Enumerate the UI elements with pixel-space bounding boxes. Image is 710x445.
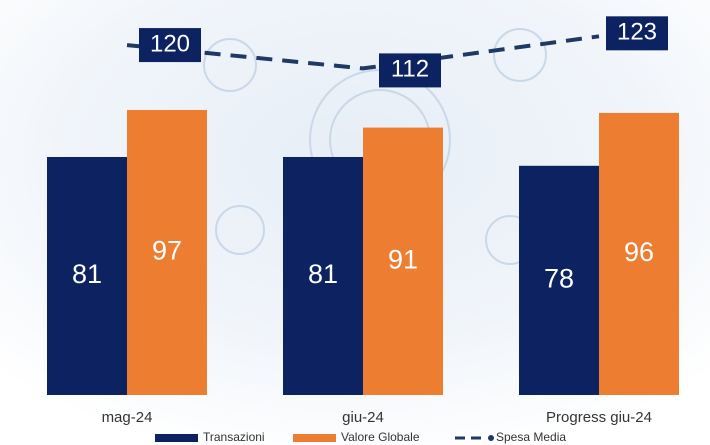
bar-value-label: 81 — [72, 259, 102, 289]
chart: 81 81 78 97 91 96 120 112 123 mag-24 giu-24 Progres… — [0, 0, 710, 445]
bar-value-label: 91 — [388, 244, 418, 274]
bar-value-label: 78 — [544, 264, 574, 294]
line-value-label: 112 — [391, 56, 429, 83]
bar-value-label: 81 — [308, 259, 338, 289]
bar-value-label: 96 — [624, 237, 654, 267]
x-tick-label: mag-24 — [102, 409, 153, 426]
bar-value-label: 97 — [152, 236, 182, 266]
legend-label: Transazioni — [203, 430, 265, 444]
legend-swatch — [293, 434, 336, 442]
legend-label: Spesa Media — [496, 430, 566, 444]
legend-label: Valore Globale — [341, 430, 420, 444]
line-value-label: 120 — [150, 30, 190, 57]
legend-swatch — [488, 435, 494, 441]
legend-swatch — [155, 434, 198, 442]
x-tick-label: giu-24 — [342, 409, 384, 426]
x-tick-label: Progress giu-24 — [546, 409, 652, 426]
line-value-label: 123 — [617, 19, 657, 46]
